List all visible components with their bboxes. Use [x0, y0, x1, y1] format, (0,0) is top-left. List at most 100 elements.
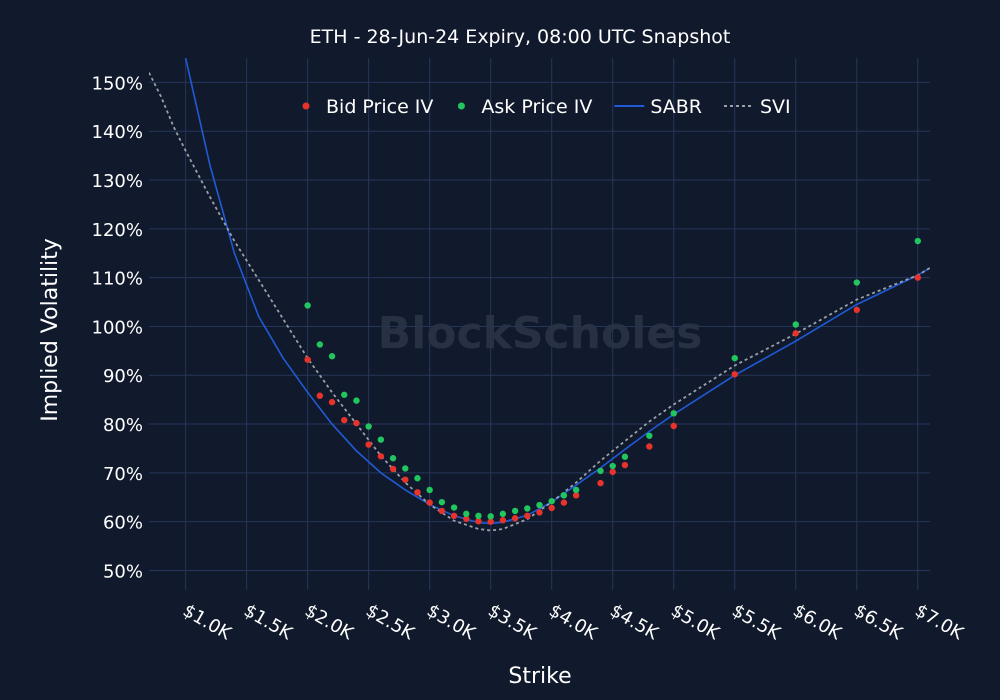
bid-iv-point	[438, 507, 446, 515]
ask-iv-point	[536, 501, 543, 509]
ask-iv-point	[670, 410, 677, 417]
ask-iv-point	[353, 397, 360, 404]
bid-iv-point	[572, 492, 580, 499]
bid-iv-point	[511, 515, 519, 522]
legend-item-ask-price-iv[interactable]: Ask Price IV	[457, 96, 592, 118]
y-tick-label: 140%	[92, 122, 143, 143]
ask-iv-point	[450, 504, 458, 511]
y-tick-label: 90%	[103, 366, 143, 387]
bid-iv-point	[560, 499, 568, 506]
ask-iv-point	[341, 391, 348, 398]
bid-iv-point	[731, 371, 738, 378]
x-tick-label: $3.0K	[423, 600, 479, 645]
bid-iv-point	[792, 330, 799, 337]
ask-iv-point	[316, 341, 324, 348]
ask-iv-point	[731, 354, 738, 362]
bid-iv-point	[609, 468, 616, 476]
bid-iv-point	[463, 515, 470, 522]
ask-iv-point	[487, 513, 494, 520]
bid-iv-point	[316, 392, 324, 399]
x-tick-label: $6.0K	[789, 600, 845, 645]
y-axis-title: Implied Volatility	[38, 238, 63, 422]
grid	[149, 58, 930, 590]
x-tick-label: $2.0K	[301, 600, 357, 645]
ask-iv-point	[597, 467, 604, 475]
legend-item-svi[interactable]: SVI	[724, 96, 791, 118]
bid-iv-point	[402, 476, 409, 483]
ask-iv-point	[914, 237, 921, 245]
ask-iv-point	[853, 279, 860, 286]
x-tick-label: $5.5K	[728, 600, 784, 645]
ask-iv-point	[609, 462, 616, 470]
legend[interactable]: Bid Price IV Ask Price IV SABR SVI	[302, 96, 791, 118]
bid-iv-point	[353, 419, 360, 427]
bid-iv-point	[365, 441, 372, 448]
svi-curve	[149, 72, 930, 532]
ask-iv-point	[792, 321, 799, 328]
ask-iv-point	[402, 465, 409, 472]
ask-iv-point	[414, 475, 421, 482]
legend-marker	[457, 102, 465, 110]
x-tick-label: $3.5K	[484, 600, 540, 645]
bid-iv-point	[426, 499, 433, 506]
ask-iv-point	[426, 486, 433, 494]
x-tick-label: $2.5K	[362, 600, 418, 645]
ask-iv-point	[438, 498, 446, 506]
x-tick-label: $1.5K	[240, 600, 296, 645]
ask-iv-point	[560, 492, 568, 499]
plot-area	[149, 58, 930, 532]
y-tick-label: 150%	[92, 73, 143, 94]
x-axis: $1.0K $1.5K $2.0K $2.5K $3.0K $3.5K $4.0K $4.5K…	[179, 600, 968, 645]
bid-iv-point	[328, 398, 336, 406]
y-tick-label: 130%	[92, 171, 143, 192]
x-tick-label: $4.5K	[606, 600, 662, 645]
x-tick-label: $5.0K	[667, 600, 723, 645]
y-tick-label: 120%	[92, 220, 143, 241]
bid-iv-point	[389, 465, 397, 473]
bid-iv-point	[536, 509, 543, 516]
bid-iv-point	[597, 479, 604, 487]
bid-iv-point	[548, 504, 555, 512]
ask-iv-point	[548, 497, 555, 505]
bid-iv-point	[670, 422, 677, 430]
bid-iv-point	[621, 461, 629, 469]
legend-label: Ask Price IV	[481, 96, 592, 118]
y-tick-label: 60%	[103, 513, 143, 534]
legend-label: Bid Price IV	[326, 96, 433, 118]
ask-iv-point	[621, 453, 629, 460]
bid-iv-point	[475, 517, 482, 525]
sabr-curve	[184, 58, 930, 525]
ask-iv-point	[524, 505, 531, 512]
ask-iv-point	[475, 512, 482, 520]
ask-iv-point	[304, 302, 311, 309]
legend-label: SABR	[650, 96, 702, 118]
legend-item-bid-price-iv[interactable]: Bid Price IV	[302, 96, 434, 118]
x-tick-label: $1.0K	[179, 600, 235, 645]
ask-iv-point	[646, 432, 653, 439]
legend-item-sabr[interactable]: SABR	[614, 96, 702, 118]
bid-iv-point	[304, 356, 311, 363]
bid-iv-point	[499, 517, 507, 524]
x-tick-label: $7.0K	[911, 600, 967, 645]
bid-iv-point	[646, 443, 653, 450]
legend-label: SVI	[760, 96, 791, 118]
x-axis-title: Strike	[508, 664, 571, 689]
ask-iv-point	[365, 423, 372, 430]
ask-iv-point	[499, 510, 507, 518]
y-tick-label: 80%	[103, 415, 143, 436]
x-tick-label: $4.0K	[545, 600, 601, 645]
y-tick-label: 110%	[92, 269, 143, 290]
ask-iv-point	[463, 510, 470, 518]
ask-iv-point	[377, 436, 385, 443]
bid-iv-point	[524, 512, 531, 520]
bid-iv-point	[341, 416, 348, 424]
bid-iv-point	[487, 518, 494, 525]
bid-iv-point	[377, 453, 385, 460]
ask-iv-point	[328, 353, 336, 360]
ask-iv-point	[389, 455, 397, 462]
bid-iv-point	[853, 306, 860, 314]
y-tick-label: 50%	[103, 561, 143, 582]
watermark: BlockScholes	[378, 308, 703, 359]
x-tick-label: $6.5K	[850, 600, 906, 645]
